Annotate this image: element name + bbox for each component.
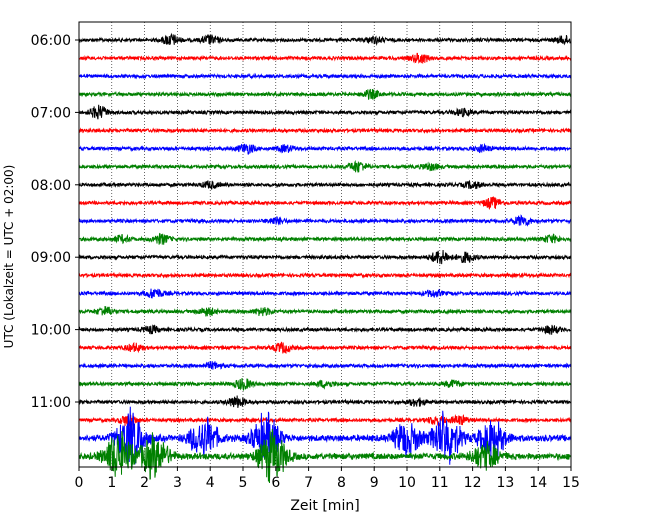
trace-0845 <box>78 232 572 245</box>
trace-0630 <box>78 72 572 80</box>
x-tick-label: 15 <box>562 475 580 491</box>
x-tick-label: 10 <box>398 475 416 491</box>
x-tick-label: 3 <box>173 475 182 491</box>
x-tick-label: 4 <box>206 475 215 491</box>
trace-0645 <box>78 88 572 100</box>
x-tick-label: 14 <box>529 475 547 491</box>
axis-layer <box>78 21 572 468</box>
trace-0930 <box>78 288 572 299</box>
x-tick-label: 0 <box>75 475 84 491</box>
trace-1100 <box>78 395 572 408</box>
x-tick-label: 9 <box>370 475 379 491</box>
y-tick-label: 08:00 <box>31 178 71 194</box>
x-axis-label: Zeit [min] <box>290 498 359 514</box>
trace-1015 <box>78 341 572 354</box>
y-tick-label: 07:00 <box>31 105 71 121</box>
x-tick-label: 11 <box>431 475 449 491</box>
plot-frame <box>78 21 572 468</box>
trace-0800 <box>78 179 572 191</box>
x-tick-label: 13 <box>496 475 514 491</box>
x-tick-label: 5 <box>239 475 248 491</box>
y-tick-label: 10:00 <box>31 323 71 339</box>
y-ticks: 06:00 07:00 08:00 09:00 10:00 11:00 <box>31 33 79 411</box>
trace-0915 <box>78 271 572 279</box>
y-tick-label: 06:00 <box>31 33 71 49</box>
trace-1115 <box>78 413 572 427</box>
x-tick-label: 7 <box>304 475 313 491</box>
y-axis-label: UTC (Lokalzeit = UTC + 02:00) <box>2 165 16 349</box>
trace-0900 <box>78 250 572 265</box>
x-tick-label: 2 <box>140 475 149 491</box>
x-tick-label: 12 <box>464 475 482 491</box>
trace-0945 <box>78 306 572 317</box>
trace-0815 <box>78 196 572 210</box>
trace-0600 <box>78 32 572 46</box>
trace-0730 <box>78 142 572 155</box>
trace-0830 <box>78 214 572 227</box>
trace-0715 <box>78 126 572 134</box>
trace-1000 <box>78 324 572 335</box>
x-tick-label: 1 <box>107 475 116 491</box>
x-tick-label: 6 <box>271 475 280 491</box>
trace-0700 <box>78 104 572 120</box>
x-ticks: 0 1 2 3 4 5 6 7 8 9 10 11 12 13 14 15 <box>75 467 580 491</box>
trace-1145 <box>78 428 572 483</box>
y-tick-label: 11:00 <box>31 395 71 411</box>
y-tick-label: 09:00 <box>31 250 71 266</box>
trace-1030 <box>78 361 572 370</box>
trace-0615 <box>78 52 572 64</box>
trace-0745 <box>78 159 572 173</box>
trace-layer <box>78 32 572 483</box>
grid-layer <box>111 22 539 467</box>
trace-1045 <box>78 378 572 391</box>
x-tick-label: 8 <box>337 475 346 491</box>
